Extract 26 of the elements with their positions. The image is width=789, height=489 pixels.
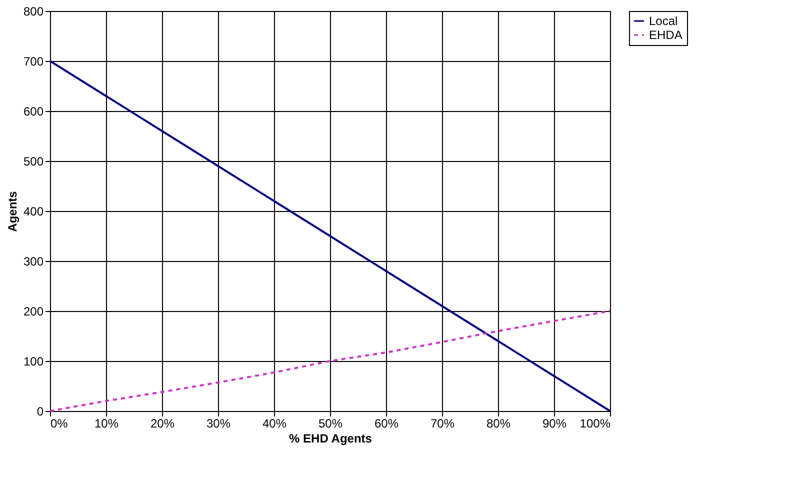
line-series <box>49 60 611 412</box>
y-axis-title: Agents <box>5 190 20 232</box>
y-tick-label: 400 <box>23 204 44 218</box>
x-tick-label: 90% <box>542 416 567 430</box>
x-tick-label: 60% <box>374 416 399 430</box>
x-tick-label: 0% <box>50 416 68 430</box>
y-tick-label: 200 <box>23 304 44 318</box>
x-tick-label: 30% <box>206 416 231 430</box>
x-tick-label: 100% <box>580 416 611 430</box>
y-tick-label: 0 <box>36 404 44 418</box>
legend-label: EHDA <box>649 28 682 42</box>
x-tick-label: 70% <box>430 416 455 430</box>
x-axis-title: % EHD Agents <box>289 432 372 446</box>
x-tick-label: 10% <box>94 416 119 430</box>
y-tick-label: 100 <box>23 354 44 368</box>
y-tick-label: 300 <box>23 254 44 268</box>
x-tick-label: 40% <box>262 416 287 430</box>
x-tick-label: 20% <box>150 416 175 430</box>
y-tick-label: 500 <box>23 154 44 168</box>
x-tick-label: 50% <box>318 416 343 430</box>
y-tick-label: 700 <box>23 54 44 68</box>
y-tick-label: 800 <box>23 4 44 18</box>
line-series <box>49 310 611 412</box>
x-tick-label: 80% <box>486 416 511 430</box>
legend-label: Local <box>649 14 678 28</box>
y-tick-label: 600 <box>23 104 44 118</box>
